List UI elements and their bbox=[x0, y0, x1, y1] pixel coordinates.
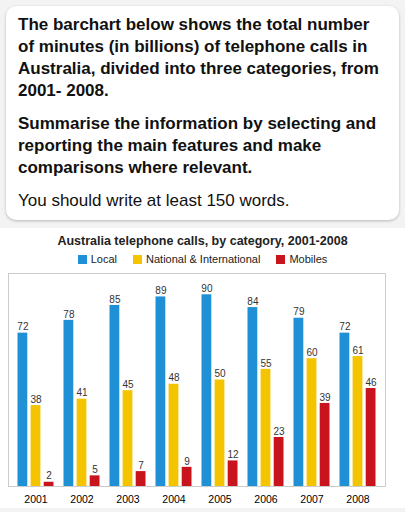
svg-text:2007: 2007 bbox=[300, 493, 324, 505]
svg-text:50: 50 bbox=[214, 368, 226, 379]
svg-text:41: 41 bbox=[76, 387, 88, 398]
svg-text:45: 45 bbox=[122, 379, 134, 390]
svg-text:79: 79 bbox=[293, 306, 305, 317]
svg-text:2008: 2008 bbox=[346, 493, 370, 505]
svg-text:89: 89 bbox=[155, 285, 167, 296]
svg-text:2006: 2006 bbox=[254, 493, 278, 505]
svg-text:61: 61 bbox=[352, 345, 364, 356]
svg-text:2002: 2002 bbox=[70, 493, 94, 505]
html-text:National & International: National & International bbox=[146, 253, 261, 265]
svg-text:84: 84 bbox=[247, 296, 259, 307]
svg-text:72: 72 bbox=[17, 321, 29, 332]
svg-text:38: 38 bbox=[30, 394, 42, 405]
svg-text:85: 85 bbox=[109, 294, 121, 305]
html-text:You should write at least 150: You should write at least 150 words. bbox=[18, 191, 290, 210]
svg-text:72: 72 bbox=[339, 321, 351, 332]
svg-text:12: 12 bbox=[228, 449, 240, 460]
svg-text:90: 90 bbox=[201, 283, 213, 294]
svg-text:39: 39 bbox=[320, 392, 332, 403]
svg-text:2003: 2003 bbox=[116, 493, 140, 505]
svg-text:9: 9 bbox=[184, 456, 190, 467]
svg-text:23: 23 bbox=[274, 426, 286, 437]
svg-text:78: 78 bbox=[63, 309, 75, 320]
svg-text:60: 60 bbox=[306, 347, 318, 358]
svg-text:2004: 2004 bbox=[162, 493, 186, 505]
html-text:The barchart below shows the t: The barchart below shows the total numbe… bbox=[18, 15, 379, 100]
html-text:Local: Local bbox=[90, 253, 117, 265]
svg-text:2: 2 bbox=[46, 470, 52, 481]
svg-text:48: 48 bbox=[168, 372, 180, 383]
html-text:Summarise the information by s: Summarise the information by selecting a… bbox=[18, 114, 376, 177]
html-text:Australia telephone calls, by: Australia telephone calls, by category, … bbox=[57, 234, 348, 248]
html-text:Mobiles: Mobiles bbox=[289, 253, 328, 265]
svg-text:2005: 2005 bbox=[208, 493, 232, 505]
svg-text:2001: 2001 bbox=[24, 493, 48, 505]
svg-text:46: 46 bbox=[366, 377, 378, 388]
svg-text:5: 5 bbox=[92, 464, 98, 475]
svg-text:7: 7 bbox=[138, 460, 144, 471]
svg-text:55: 55 bbox=[260, 358, 272, 369]
